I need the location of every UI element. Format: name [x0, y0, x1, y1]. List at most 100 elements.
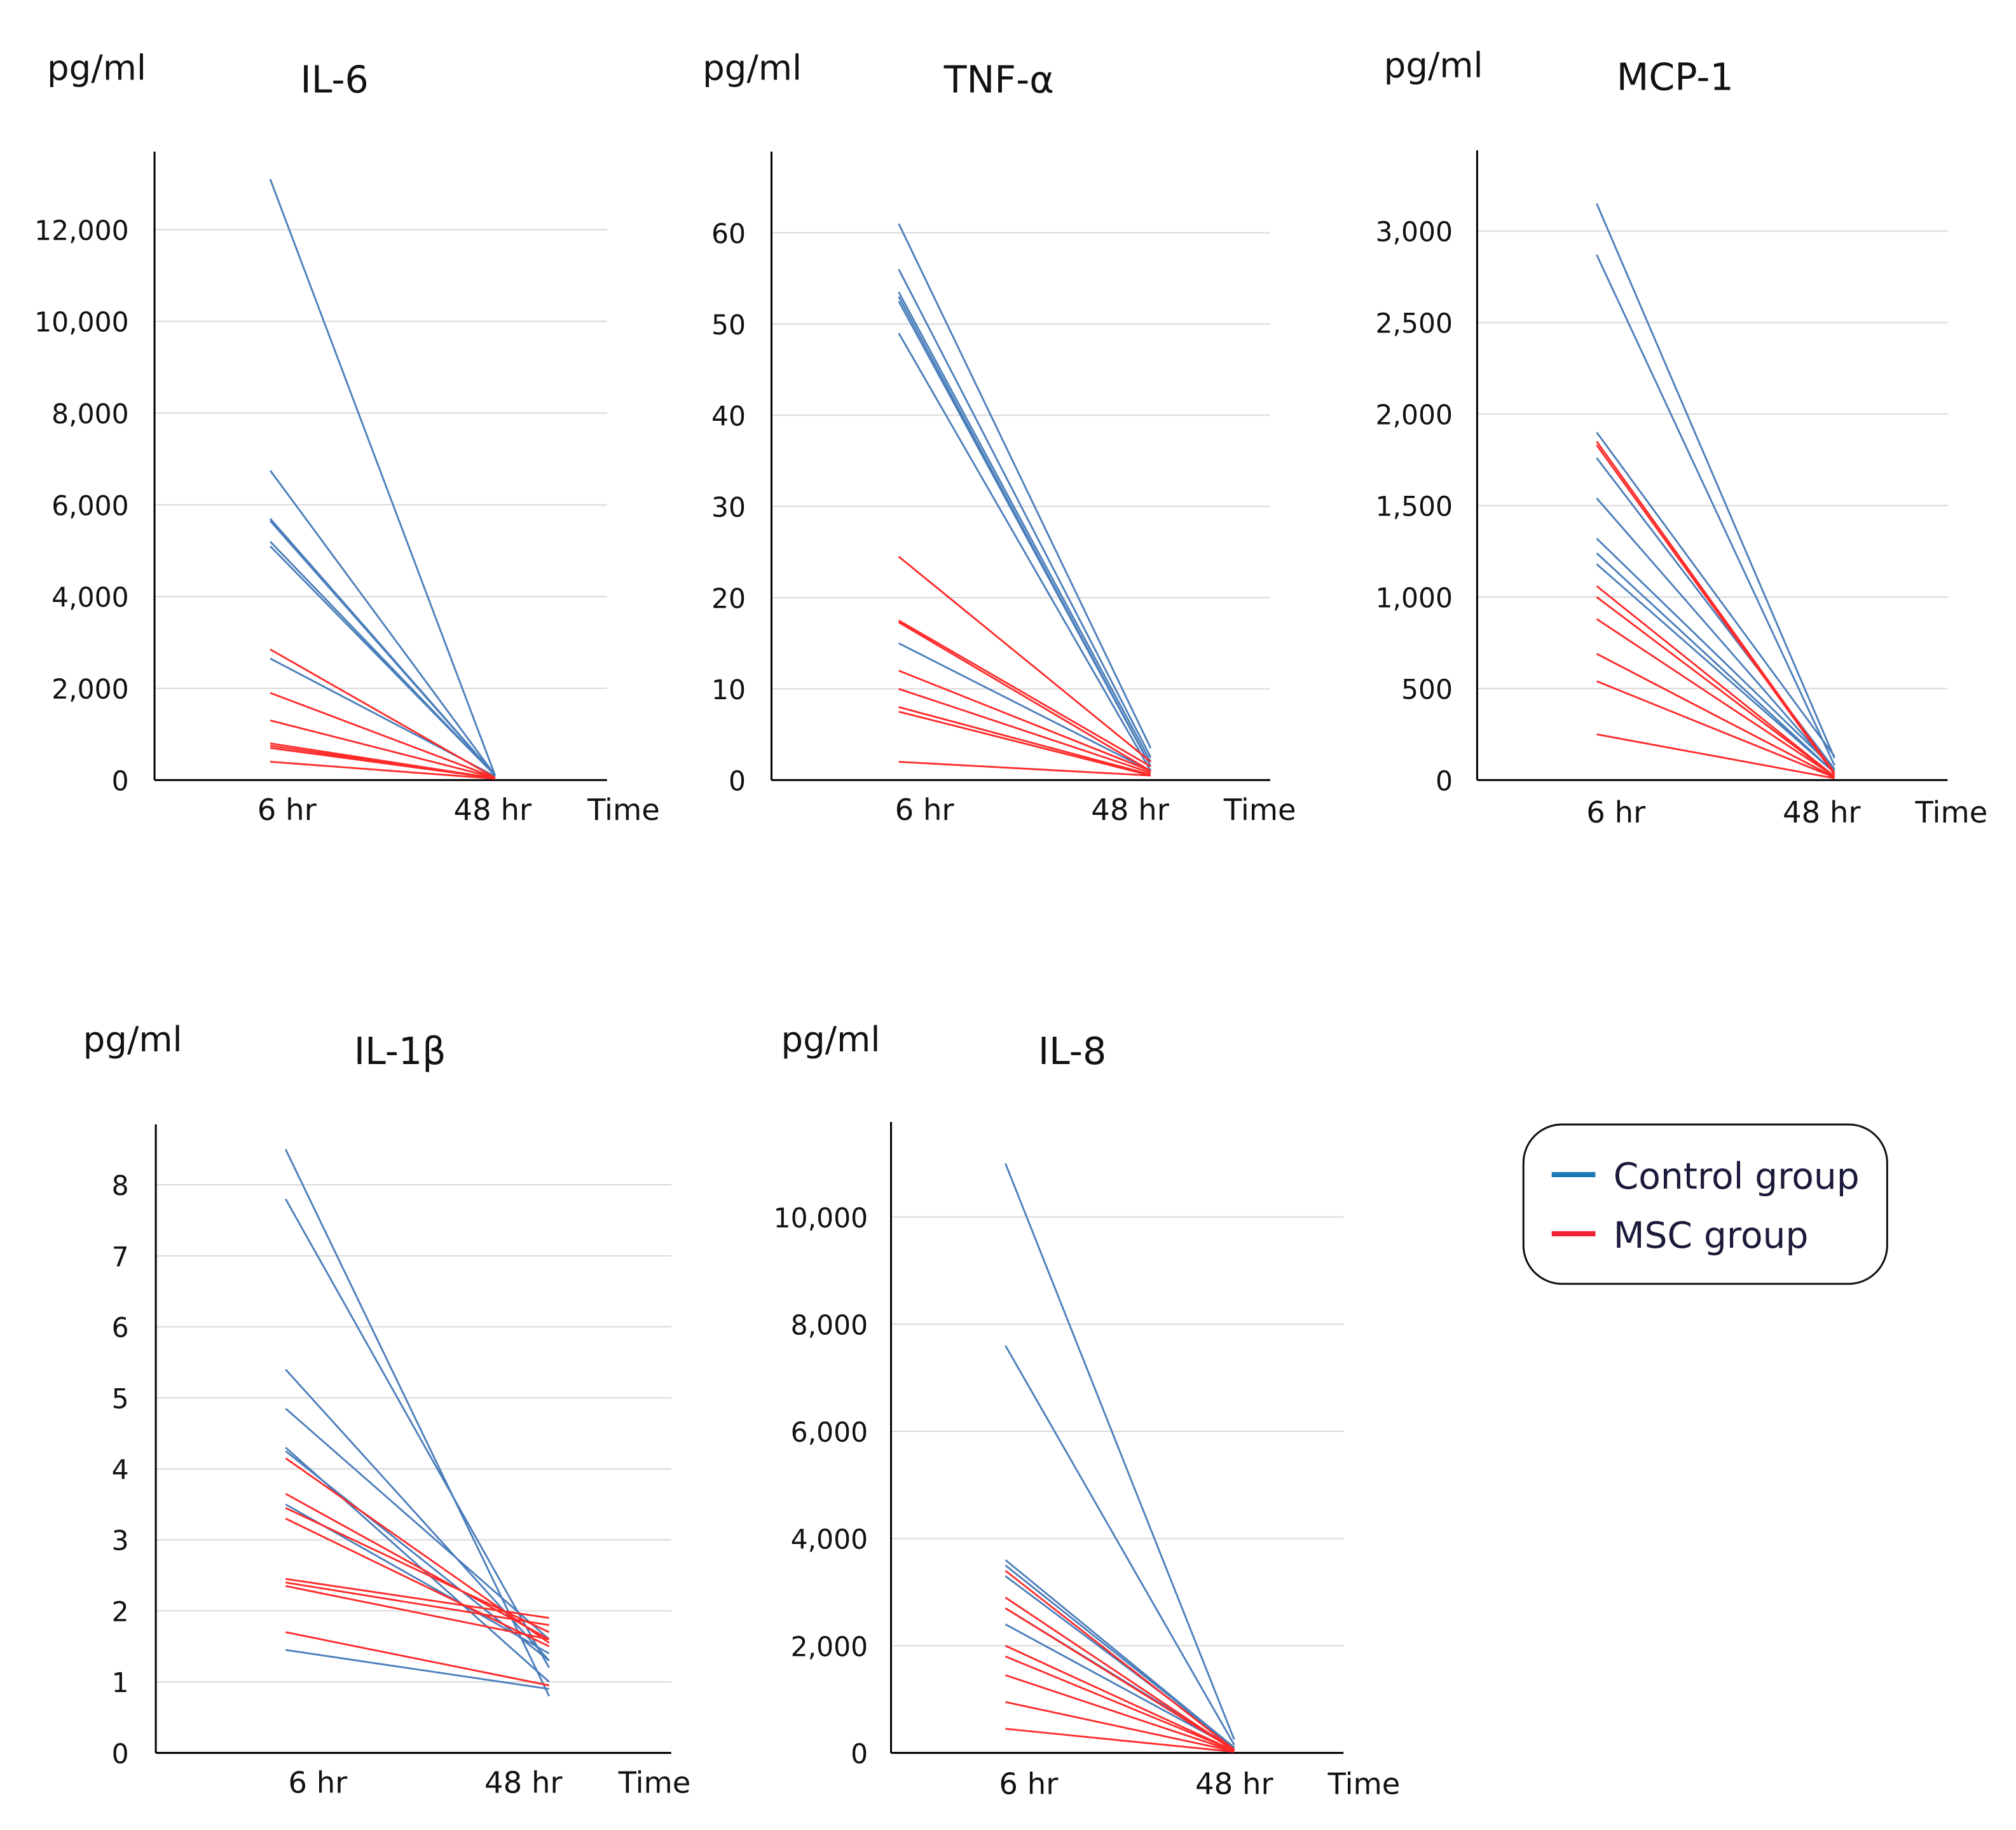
chart-il-8-panel: 0 2,000 4,000 6,000 8,000 10,000 IL-8 pg/ml 6 hr…: [774, 1019, 1401, 1801]
chart-mcp-1-panel: 0 500 1,000 1,500 2,000 2,500 3,000 MCP-1 pg/ml 6…: [1376, 44, 1988, 830]
msc-series-line: [898, 669, 1151, 772]
x-tick-label: 48 hr: [453, 793, 531, 827]
msc-series-line: [270, 692, 496, 779]
y-tick-label: 10,000: [774, 1203, 868, 1234]
msc-series-line: [285, 1492, 550, 1641]
y-axis-unit-label: pg/ml: [1384, 44, 1483, 85]
control-series-line: [269, 470, 496, 776]
msc-series-line: [1005, 1728, 1235, 1753]
control-series-line: [1005, 1163, 1235, 1740]
y-tick-label: 2,000: [1376, 400, 1453, 432]
msc-series-line: [1596, 444, 1835, 775]
msc-series-line: [1596, 680, 1835, 779]
x-tick-label: 6 hr: [1586, 795, 1646, 830]
y-tick-label: 50: [711, 310, 746, 341]
y-tick-label: 2,000: [51, 674, 129, 706]
y-tick-label: 6: [112, 1313, 129, 1344]
y-tick-label: 8,000: [51, 399, 129, 430]
msc-series-line: [898, 556, 1151, 763]
x-axis-label: Time: [1915, 795, 1988, 830]
x-tick-label: 48 hr: [484, 1765, 563, 1799]
chart-il-1-panel: 0 1 2 3 4 5 6 7 8 IL-1β pg/ml 6 hr 48 hr Time: [83, 1019, 691, 1800]
y-tick-label: 1: [112, 1668, 129, 1699]
control-series-line: [1005, 1345, 1235, 1745]
y-tick-label: 4: [112, 1455, 129, 1486]
y-tick-label: 2: [112, 1597, 129, 1628]
y-axis-unit-label: pg/ml: [781, 1019, 880, 1060]
x-axis-label: Time: [1223, 793, 1296, 827]
control-series-line: [269, 545, 496, 776]
y-tick-label: 2,000: [791, 1632, 868, 1663]
y-tick-label: 10: [711, 675, 746, 706]
msc-series-line: [1005, 1597, 1235, 1751]
y-tick-label: 0: [112, 1739, 129, 1770]
x-tick-label: 6 hr: [288, 1765, 348, 1799]
x-axis-label: Time: [618, 1765, 691, 1799]
x-tick-label: 6 hr: [895, 793, 955, 827]
msc-series-line: [285, 1578, 549, 1619]
control-series-line: [1005, 1623, 1235, 1750]
control-series-line: [269, 179, 497, 776]
y-tick-label: 4,000: [51, 583, 129, 614]
chart-il-6-panel: 0 2,000 4,000 6,000 8,000 10,000 12,000 IL-6 pg/…: [34, 47, 660, 827]
chart-title: IL-6: [300, 58, 368, 102]
msc-series-line: [1005, 1701, 1235, 1752]
msc-series-line: [1005, 1644, 1235, 1752]
y-axis-unit-label: pg/ml: [83, 1019, 182, 1060]
y-axis-unit-label: pg/ml: [47, 47, 146, 88]
legend-box: [1522, 1123, 1888, 1285]
x-tick-label: 6 hr: [257, 793, 317, 827]
legend-msc-label: MSC group: [1614, 1215, 1809, 1257]
control-series-line: [285, 1450, 550, 1662]
msc-series-line: [1596, 733, 1835, 779]
chart-title: TNF-α: [943, 58, 1054, 102]
msc-series-line: [285, 1631, 550, 1686]
msc-series-line: [898, 711, 1151, 777]
y-tick-label: 3,000: [1376, 217, 1453, 249]
msc-series-line: [1005, 1655, 1235, 1752]
msc-series-line: [1596, 653, 1835, 779]
y-tick-label: 12,000: [34, 215, 129, 247]
control-series-line: [284, 1149, 551, 1697]
control-series-line: [1596, 552, 1835, 774]
y-tick-label: 7: [112, 1242, 129, 1273]
legend: Control group MSC group: [1522, 1123, 1888, 1285]
msc-series-line: [1005, 1569, 1235, 1751]
msc-series-line: [1596, 596, 1835, 777]
y-tick-label: 4,000: [791, 1525, 868, 1556]
msc-series-line: [898, 621, 1151, 772]
legend-control-label: Control group: [1614, 1156, 1860, 1198]
control-series-line: [285, 1649, 549, 1690]
y-tick-label: 2,500: [1376, 309, 1453, 340]
chart-title: IL-8: [1038, 1030, 1106, 1073]
y-tick-label: 500: [1401, 674, 1453, 706]
msc-series-line: [1596, 440, 1835, 774]
msc-series-line: [270, 648, 496, 779]
control-series-line: [1596, 254, 1835, 766]
msc-series-line: [898, 761, 1151, 777]
msc-series-line: [898, 688, 1151, 774]
control-series-line: [1596, 538, 1835, 770]
x-tick-label: 48 hr: [1783, 795, 1861, 830]
x-tick-label: 48 hr: [1091, 793, 1169, 827]
y-tick-label: 0: [729, 766, 746, 797]
y-tick-label: 10,000: [34, 308, 129, 339]
msc-series-line: [1005, 1674, 1235, 1752]
control-series-line: [1596, 203, 1835, 759]
control-series-line: [1596, 432, 1835, 757]
x-axis-label: Time: [1327, 1766, 1401, 1801]
msc-series-line: [285, 1581, 549, 1627]
y-tick-label: 1,000: [1376, 583, 1453, 614]
y-tick-label: 1,500: [1376, 492, 1453, 523]
control-series-line: [898, 223, 1152, 749]
y-tick-label: 8,000: [791, 1310, 868, 1341]
y-tick-label: 3: [112, 1526, 129, 1557]
msc-series-line: [285, 1517, 550, 1648]
y-tick-label: 8: [112, 1171, 129, 1202]
control-series-line: [285, 1407, 550, 1641]
control-series-line: [898, 642, 1151, 772]
msc-series-line: [285, 1457, 550, 1644]
control-series-line: [1005, 1564, 1235, 1749]
y-tick-label: 5: [112, 1384, 129, 1415]
